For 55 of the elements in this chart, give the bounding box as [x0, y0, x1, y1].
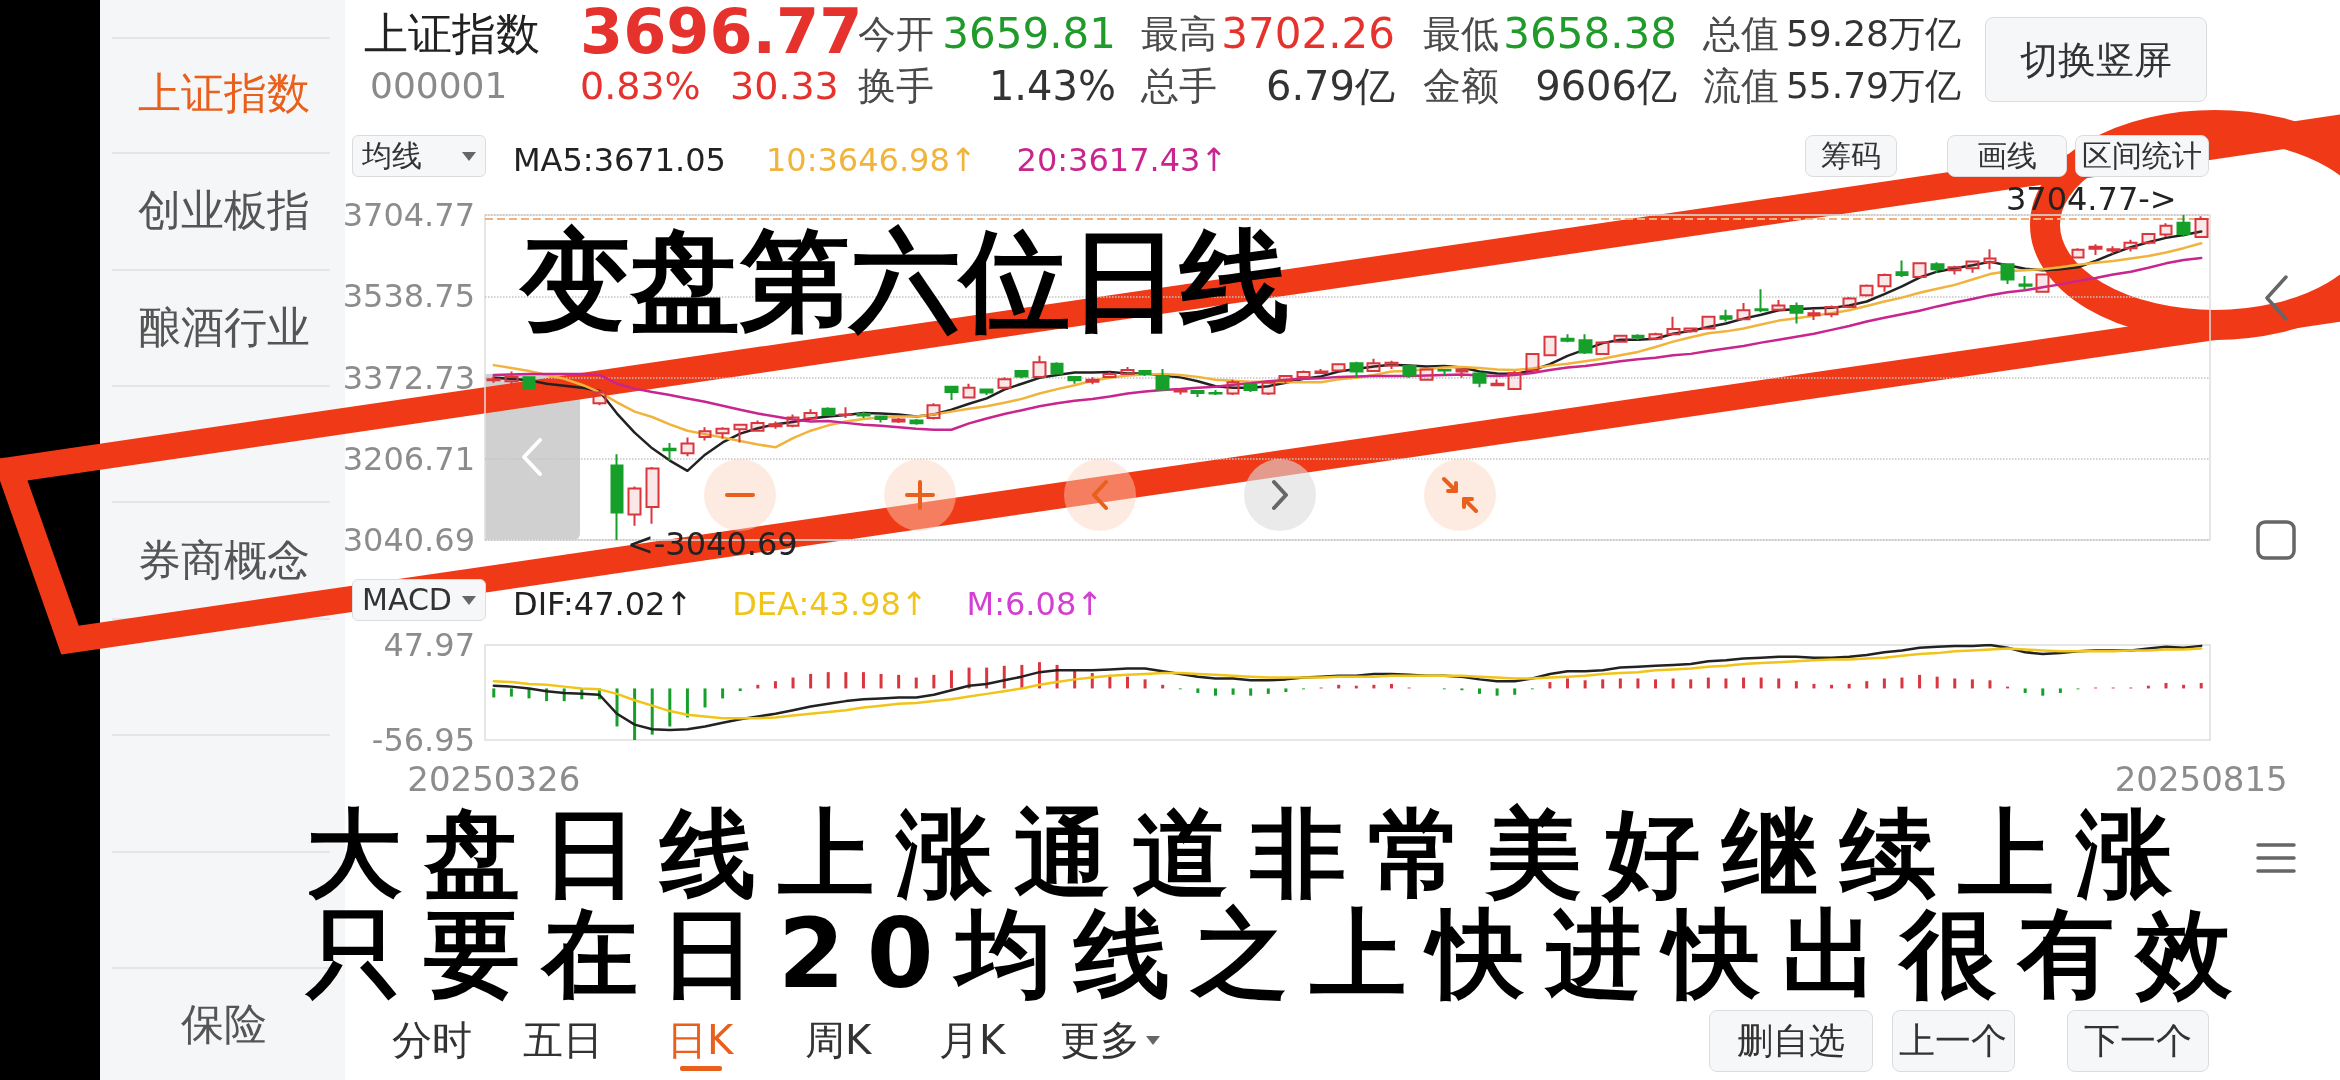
y-tick-label: -56.95: [371, 721, 475, 759]
y-tick-label: 3206.71: [342, 439, 475, 478]
text: 月K: [938, 1017, 1006, 1063]
legend-title: 均线: [362, 138, 422, 173]
text: 0.83%: [580, 64, 701, 108]
text: 59.28万亿: [1785, 13, 1961, 54]
text: 换手: [858, 64, 934, 108]
text: 20:3617.43↑: [1016, 141, 1228, 179]
y-tick-label: 3704.77: [342, 196, 475, 234]
text: 6.79亿: [1265, 63, 1395, 109]
text: 3658.38: [1503, 9, 1677, 58]
text: 最低: [1423, 12, 1499, 56]
text: 区间统计: [2082, 138, 2202, 173]
y-tick-label: 3040.69: [342, 521, 475, 559]
legend-title: MACD: [362, 582, 452, 617]
text: 30.33: [730, 64, 839, 108]
text: 周K: [804, 1017, 872, 1063]
text: 五日: [523, 1017, 603, 1063]
text: 55.79万亿: [1785, 65, 1961, 106]
text: 删自选: [1737, 1020, 1845, 1061]
text: 000001: [370, 65, 508, 106]
text: 流值: [1703, 64, 1779, 108]
text: 创业板指: [138, 184, 310, 235]
text: 总手: [1141, 64, 1217, 108]
text: 1.43%: [988, 63, 1116, 109]
text: 总值: [1703, 12, 1779, 56]
text: 今开: [858, 12, 934, 56]
text: DEA:43.98↑: [732, 585, 928, 623]
text: 上证指数: [138, 67, 310, 118]
text: 上一个: [1899, 1020, 2007, 1061]
text: 3702.26: [1221, 9, 1395, 58]
text: 筹码: [1821, 138, 1881, 173]
chart-subtitle: 上证指数: [364, 8, 540, 59]
series-label: DIF:47.02↑: [513, 585, 693, 623]
y-tick-label: 3372.73: [342, 358, 475, 397]
text: 金额: [1423, 64, 1499, 108]
y-tick-label: 3538.75: [342, 277, 475, 316]
x-tick-label: 20250815: [2114, 759, 2288, 799]
text: 日K: [666, 1017, 734, 1063]
text: 9606亿: [1535, 63, 1677, 109]
text: 画线: [1977, 138, 2037, 173]
text: 最高: [1141, 12, 1217, 56]
text: 分时: [392, 1017, 472, 1063]
text: 3659.81: [942, 9, 1116, 58]
text: 券商概念: [138, 534, 310, 585]
text: 更多: [1060, 1017, 1140, 1063]
text: 下一个: [2084, 1020, 2192, 1061]
x-tick-label: 20250326: [407, 759, 581, 799]
text: MA5:3671.05: [513, 141, 726, 179]
y-tick-label: 47.97: [383, 626, 475, 664]
series-label: M:6.08↑: [966, 585, 1104, 623]
text: 保险: [181, 998, 267, 1049]
text: 切换竖屏: [2020, 38, 2172, 82]
text: 10:3646.98↑: [765, 141, 977, 179]
text: 酿酒行业: [138, 301, 310, 352]
